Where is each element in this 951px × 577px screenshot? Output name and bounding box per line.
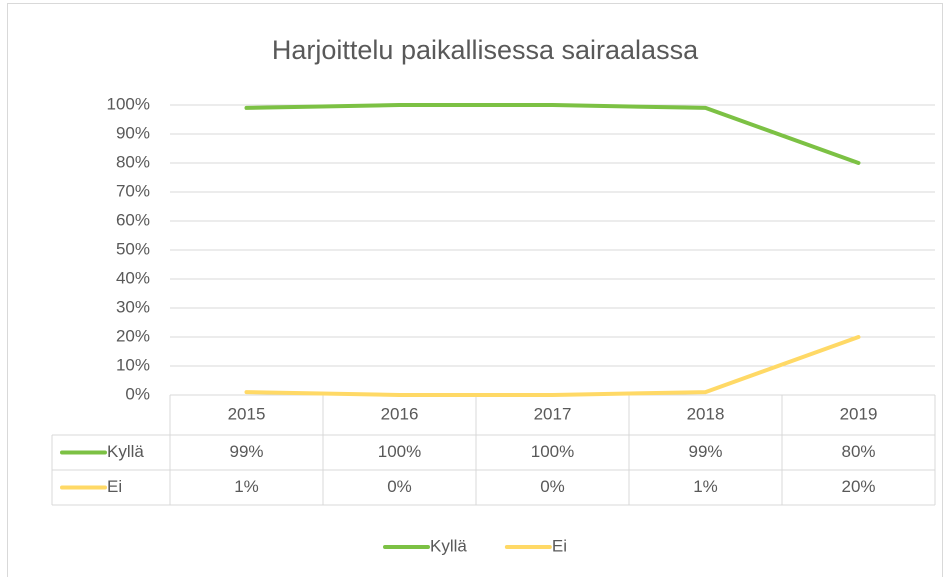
y-tick-label: 30% [116,297,150,316]
legend-label: Kyllä [430,536,467,555]
y-tick-label: 0% [125,384,150,403]
chart-border [7,3,943,577]
y-tick-label: 90% [116,123,150,142]
table-value: 99% [229,442,263,461]
table-value: 0% [387,477,412,496]
y-tick-label: 20% [116,326,150,345]
x-tick-label: 2018 [687,404,725,423]
y-tick-label: 60% [116,210,150,229]
table-series-name: Ei [107,477,122,496]
y-tick-label: 10% [116,355,150,374]
table-value: 1% [693,477,718,496]
y-tick-label: 40% [116,268,150,287]
series-line [244,103,861,165]
table-value: 99% [688,442,722,461]
series-line [244,335,861,397]
x-tick-label: 2019 [840,404,878,423]
chart-title: Harjoittelu paikallisessa sairaalassa [272,35,699,65]
y-tick-label: 70% [116,181,150,200]
table-value: 1% [234,477,259,496]
x-tick-label: 2017 [534,404,572,423]
table-value: 0% [540,477,565,496]
legend-label: Ei [552,536,567,555]
table-series-name: Kyllä [107,442,144,461]
y-tick-label: 80% [116,152,150,171]
y-tick-label: 50% [116,239,150,258]
table-value: 100% [378,442,421,461]
table-value: 80% [841,442,875,461]
x-tick-label: 2015 [228,404,266,423]
y-tick-label: 100% [107,94,150,113]
x-tick-label: 2016 [381,404,419,423]
table-value: 20% [841,477,875,496]
table-value: 100% [531,442,574,461]
